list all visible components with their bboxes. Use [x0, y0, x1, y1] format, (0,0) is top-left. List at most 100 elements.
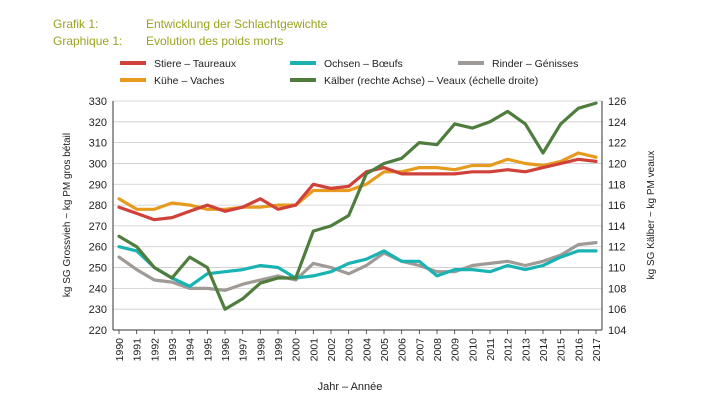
x-tick-label: 2012: [503, 338, 515, 362]
y-tick-right: 114: [608, 221, 626, 233]
y-tick-left: 310: [89, 138, 107, 150]
point-stiere: [541, 166, 545, 170]
x-tick-label: 2000: [291, 338, 303, 362]
point-kaelber: [364, 172, 368, 176]
point-stiere: [188, 209, 192, 213]
point-ochsen: [559, 255, 563, 259]
point-kaelber: [559, 122, 563, 126]
point-kaelber: [506, 109, 510, 113]
point-stiere: [523, 170, 527, 174]
legend-label-rinder: Rinder – Génisses: [492, 58, 578, 70]
point-kuehe: [276, 203, 280, 207]
legend-label-kaelber: Kälber (rechte Achse) – Veaux (échelle d…: [324, 75, 538, 87]
point-rinder: [523, 263, 527, 267]
chart-label-de: Grafik 1:: [53, 17, 99, 31]
point-kaelber: [488, 120, 492, 124]
x-tick-label: 2015: [556, 338, 568, 362]
x-tick-label: 1993: [167, 338, 179, 362]
point-kuehe: [576, 151, 580, 155]
y-tick-right: 112: [608, 242, 626, 254]
point-kaelber: [347, 214, 351, 218]
point-ochsen: [241, 268, 245, 272]
y-tick-right: 116: [608, 200, 626, 212]
point-ochsen: [506, 263, 510, 267]
point-rinder: [470, 263, 474, 267]
series-line-kaelber: [117, 101, 598, 311]
point-rinder: [576, 243, 580, 247]
point-stiere: [329, 186, 333, 190]
x-tick-label: 2005: [379, 338, 391, 362]
y-tick-left: 230: [89, 304, 107, 316]
x-tick-label: 2009: [450, 338, 462, 362]
point-ochsen: [223, 270, 227, 274]
chart-title-fr: Evolution des poids morts: [146, 34, 284, 48]
chart-title-de: Entwicklung der Schlachtgewichte: [146, 17, 328, 31]
y-tick-left: 320: [89, 117, 107, 129]
x-tick-label: 1996: [220, 338, 232, 362]
point-stiere: [382, 166, 386, 170]
point-rinder: [223, 288, 227, 292]
point-kaelber: [311, 229, 315, 233]
y-tick-left: 300: [89, 158, 107, 170]
point-stiere: [258, 197, 262, 201]
point-kuehe: [152, 207, 156, 211]
y-tick-right: 110: [608, 263, 626, 275]
point-rinder: [311, 261, 315, 265]
point-stiere: [417, 172, 421, 176]
point-kaelber: [188, 255, 192, 259]
x-axis-label: Jahr – Année: [318, 381, 383, 393]
series-line-ochsen: [117, 245, 598, 288]
x-tick-label: 2008: [432, 338, 444, 362]
x-tick-label: 2004: [361, 338, 373, 362]
point-kaelber: [453, 122, 457, 126]
point-kuehe: [188, 203, 192, 207]
point-kaelber: [258, 281, 262, 285]
point-kaelber: [435, 143, 439, 147]
point-rinder: [170, 280, 174, 284]
point-rinder: [347, 272, 351, 276]
point-kaelber: [594, 101, 598, 105]
point-kaelber: [470, 126, 474, 130]
series-line-stiere: [117, 157, 598, 222]
point-kaelber: [294, 276, 298, 280]
point-ochsen: [276, 266, 280, 270]
y-tick-left: 330: [89, 96, 107, 108]
point-rinder: [594, 241, 598, 245]
x-tick-label: 2003: [344, 338, 356, 362]
x-tick-label: 2007: [414, 338, 426, 362]
y-axis-label-right: kg SG Kälber ~ kg PM veaux: [646, 151, 657, 280]
point-kuehe: [364, 182, 368, 186]
x-tick-label: 1994: [185, 338, 197, 362]
x-tick-label: 2017: [591, 338, 603, 362]
x-tick-label: 2013: [520, 338, 532, 362]
y-axis-label-left: kg SG Grossvieh ~ kg PM gros bétail: [62, 133, 73, 297]
point-ochsen: [594, 249, 598, 253]
axes: 220 230 240 250 260 270 280 290 300 310 320 330 104 1…: [89, 96, 627, 361]
chart-label-fr: Graphique 1:: [53, 34, 123, 48]
point-kaelber: [329, 224, 333, 228]
point-kuehe: [347, 189, 351, 193]
y-tick-left: 280: [89, 200, 107, 212]
y-tick-left: 270: [89, 221, 107, 233]
y-tick-right: 118: [608, 179, 626, 191]
x-tick-label: 1999: [273, 338, 285, 362]
point-stiere: [488, 170, 492, 174]
point-rinder: [329, 266, 333, 270]
point-kaelber: [152, 266, 156, 270]
y-tick-right: 122: [608, 138, 626, 150]
legend-label-ochsen: Ochsen – Bœufs: [324, 58, 403, 70]
point-ochsen: [311, 274, 315, 278]
point-ochsen: [364, 257, 368, 261]
point-ochsen: [453, 268, 457, 272]
point-kaelber: [135, 245, 139, 249]
y-tick-right: 108: [608, 283, 626, 295]
y-tick-right: 124: [608, 117, 626, 129]
point-kuehe: [117, 197, 121, 201]
point-kaelber: [382, 161, 386, 165]
point-kuehe: [488, 164, 492, 168]
point-stiere: [241, 205, 245, 209]
point-kaelber: [241, 297, 245, 301]
y-tick-right: 104: [608, 325, 626, 337]
point-kuehe: [435, 166, 439, 170]
point-kaelber: [170, 276, 174, 280]
